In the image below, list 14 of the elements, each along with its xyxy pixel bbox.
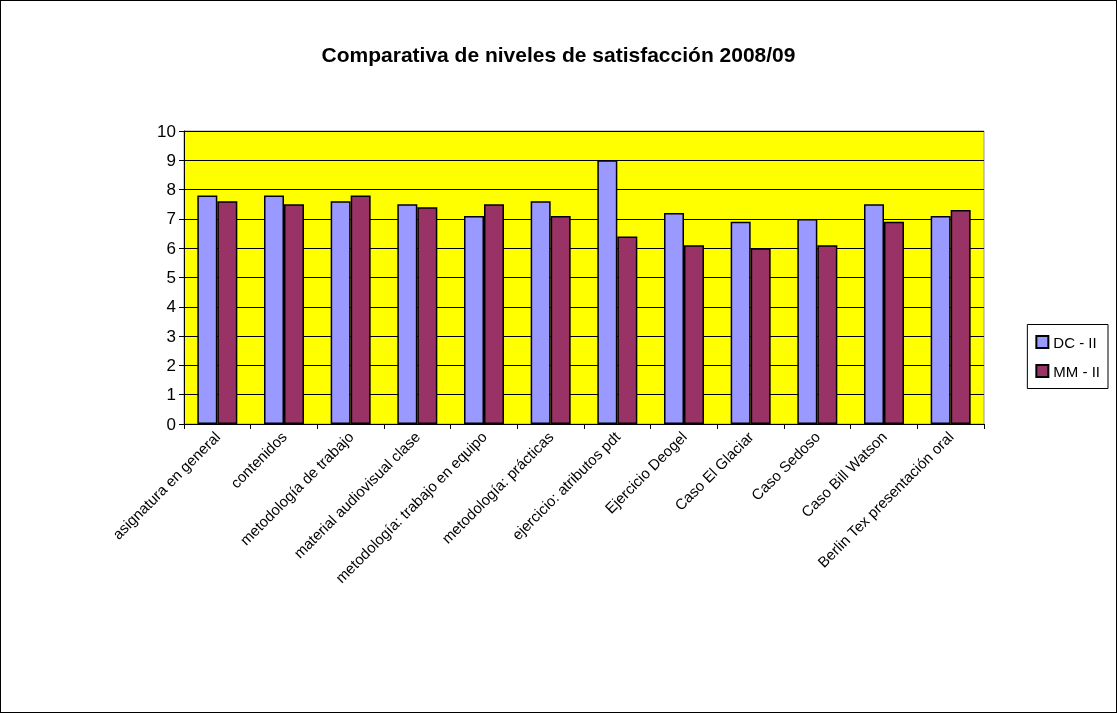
- y-tick-label: 10: [157, 121, 176, 141]
- y-tick-label: 3: [166, 326, 176, 346]
- y-tick-label: 0: [166, 414, 176, 434]
- y-tick-label: 2: [166, 355, 176, 375]
- legend-label: DC - II: [1053, 333, 1097, 351]
- y-tick-label: 7: [166, 209, 176, 229]
- legend-label: MM - II: [1053, 362, 1100, 380]
- y-tick-label: 4: [166, 297, 176, 317]
- chart-title: Comparativa de niveles de satisfacción 2008/09: [321, 43, 796, 66]
- y-tick-label: 1: [166, 385, 176, 405]
- y-tick-label: 6: [166, 238, 176, 258]
- y-tick-label: 8: [166, 180, 176, 200]
- y-tick-label: 5: [166, 268, 176, 287]
- y-tick-label: 9: [166, 150, 176, 170]
